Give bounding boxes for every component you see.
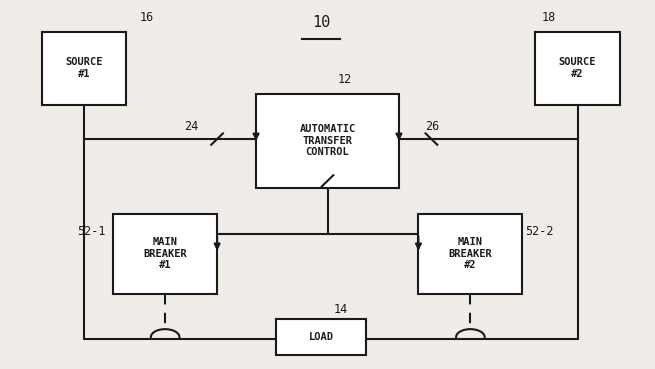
Text: SOURCE
#2: SOURCE #2 <box>559 58 596 79</box>
Text: 10: 10 <box>312 15 330 31</box>
Text: AUTOMATIC
TRANSFER
CONTROL: AUTOMATIC TRANSFER CONTROL <box>299 124 356 158</box>
Text: 16: 16 <box>139 11 153 24</box>
FancyBboxPatch shape <box>113 214 217 293</box>
Text: 26: 26 <box>425 120 439 133</box>
Text: LOAD: LOAD <box>309 332 333 342</box>
Text: 12: 12 <box>337 73 352 86</box>
Text: MAIN
BREAKER
#1: MAIN BREAKER #1 <box>143 237 187 270</box>
FancyBboxPatch shape <box>42 32 126 104</box>
Text: 24: 24 <box>185 120 199 133</box>
FancyBboxPatch shape <box>419 214 522 293</box>
FancyBboxPatch shape <box>276 319 366 355</box>
Text: MAIN
BREAKER
#2: MAIN BREAKER #2 <box>449 237 493 270</box>
Text: 52-1: 52-1 <box>77 225 106 238</box>
FancyBboxPatch shape <box>256 94 399 188</box>
Text: 52-2: 52-2 <box>525 225 554 238</box>
Text: 18: 18 <box>542 11 556 24</box>
FancyBboxPatch shape <box>535 32 620 104</box>
Text: 14: 14 <box>334 303 348 316</box>
Text: SOURCE
#1: SOURCE #1 <box>66 58 103 79</box>
